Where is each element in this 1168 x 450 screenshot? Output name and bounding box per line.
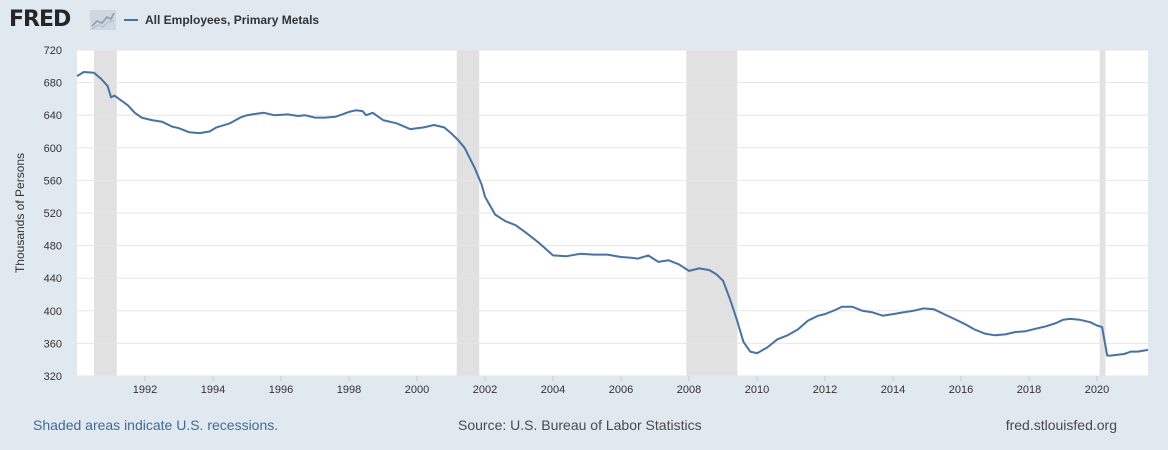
x-tick-label: 1998 [337, 384, 361, 396]
legend-series-label: All Employees, Primary Metals [145, 13, 320, 27]
header: FRED All Employees, Primary Metals [0, 0, 1168, 40]
y-tick-label: 320 [44, 371, 62, 383]
y-tick-label: 400 [44, 306, 62, 318]
y-tick-label: 600 [44, 143, 62, 155]
y-tick-label: 640 [44, 110, 62, 122]
gridlines [77, 49, 1148, 377]
recession-note-link[interactable]: Shaded areas indicate U.S. recessions. [33, 417, 279, 433]
x-tick-label: 2020 [1085, 384, 1109, 396]
x-tick-label: 2012 [813, 384, 837, 396]
x-tick-label: 2010 [745, 384, 769, 396]
fred-logo[interactable]: FRED [9, 7, 71, 32]
x-tick-label: 2006 [609, 384, 633, 396]
source-note: Source: U.S. Bureau of Labor Statistics [458, 417, 702, 433]
x-tick-label: 1996 [269, 384, 293, 396]
x-tick-label: 2018 [1017, 384, 1041, 396]
y-tick-label: 720 [44, 45, 62, 57]
x-tick-label: 1994 [201, 384, 225, 396]
y-tick-label: 440 [44, 273, 62, 285]
y-tick-label: 480 [44, 241, 62, 253]
legend-line-swatch [124, 19, 138, 21]
y-axis-title: Thousands of Persons [13, 153, 27, 273]
x-tick-label: 2008 [677, 384, 701, 396]
site-link[interactable]: fred.stlouisfed.org [1005, 417, 1117, 433]
fred-chart-logo-icon [90, 10, 116, 30]
x-axis-tick-labels: 1992 1994 1996 1998 2000 2002 2004 2006 2008 2010… [133, 376, 1109, 396]
x-tick-label: 2004 [541, 384, 565, 396]
legend[interactable]: All Employees, Primary Metals [124, 12, 319, 28]
y-tick-label: 680 [44, 78, 62, 90]
x-tick-label: 2002 [473, 384, 497, 396]
x-tick-label: 2016 [949, 384, 973, 396]
series-line-primary-metals[interactable] [76, 71, 1149, 357]
x-tick-label: 2014 [881, 384, 905, 396]
y-tick-label: 560 [44, 175, 62, 187]
y-tick-label: 360 [44, 338, 62, 350]
y-tick-label: 520 [44, 208, 62, 220]
y-axis-tick-labels: 320 360 400 440 480 520 560 600 640 680 720 [44, 45, 62, 383]
footer: Shaded areas indicate U.S. recessions. S… [0, 412, 1168, 438]
x-tick-label: 1992 [133, 384, 157, 396]
x-tick-label: 2000 [405, 384, 429, 396]
